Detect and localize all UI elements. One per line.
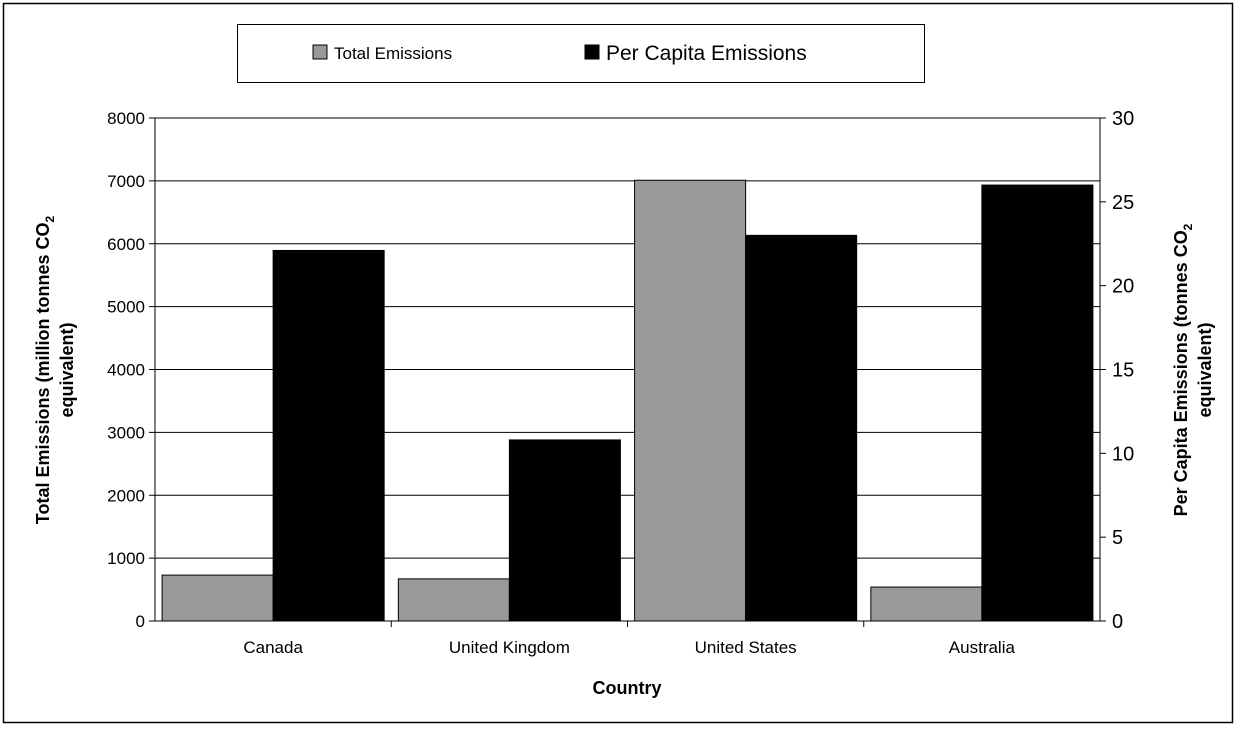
- left-tick-label: 3000: [107, 423, 145, 442]
- right-tick-label: 15: [1112, 360, 1134, 382]
- left-tick-label: 1000: [107, 549, 145, 568]
- bar-total-emissions: [161, 574, 274, 622]
- left-tick-label: 2000: [107, 486, 145, 505]
- left-tick-label: 6000: [107, 235, 145, 254]
- left-axis-title-line2: equivalent): [57, 322, 77, 417]
- legend-box: [237, 24, 925, 83]
- left-tick-label: 0: [136, 612, 145, 631]
- right-axis-ticks: 0 5 10 15 20 25 30: [1100, 108, 1134, 633]
- legend-label-per-capita: Per Capita Emissions: [606, 42, 807, 65]
- svg-text:Total Emissions (million tonne: Total Emissions (million tonnes CO2: [33, 215, 57, 524]
- left-tick-label: 5000: [107, 298, 145, 317]
- bar-per-capita-emissions: [272, 249, 385, 622]
- right-tick-label: 25: [1112, 192, 1134, 214]
- x-category-label: Australia: [949, 638, 1016, 657]
- x-category-label: Canada: [243, 638, 303, 657]
- svg-text:Per Capita Emissions (tonnes C: Per Capita Emissions (tonnes CO2: [1171, 223, 1195, 516]
- right-axis-title: Per Capita Emissions (tonnes CO2 equival…: [1171, 223, 1215, 516]
- left-tick-label: 8000: [107, 109, 145, 128]
- right-axis-title-sub: 2: [1181, 223, 1195, 230]
- legend: Total Emissions Per Capita Emissions: [237, 24, 925, 83]
- left-axis-ticks: 0 1000 2000 3000 4000 5000 6000 7000 8000: [107, 109, 155, 631]
- bar-total-emissions: [634, 179, 747, 622]
- legend-swatch-total: [312, 44, 328, 60]
- bar-per-capita-emissions: [981, 184, 1094, 622]
- right-tick-label: 0: [1112, 611, 1123, 633]
- right-tick-label: 5: [1112, 527, 1123, 549]
- x-category-label: United States: [695, 638, 797, 657]
- right-axis-title-line1: Per Capita Emissions (tonnes CO: [1171, 230, 1191, 516]
- left-axis-title: Total Emissions (million tonnes CO2 equi…: [33, 215, 77, 524]
- legend-swatch-per-capita: [584, 44, 600, 60]
- left-tick-label: 4000: [107, 361, 145, 380]
- x-axis-ticks: Canada United Kingdom United States Austral…: [243, 621, 1015, 657]
- bars: [161, 179, 1094, 622]
- right-tick-label: 30: [1112, 108, 1134, 130]
- right-tick-label: 10: [1112, 443, 1134, 465]
- left-axis-title-sub: 2: [43, 215, 57, 222]
- legend-label-total: Total Emissions: [334, 44, 452, 63]
- x-axis-title: Country: [593, 678, 662, 698]
- left-axis-title-line1: Total Emissions (million tonnes CO: [33, 222, 53, 524]
- right-tick-label: 20: [1112, 276, 1134, 298]
- x-category-label: United Kingdom: [449, 638, 570, 657]
- left-tick-label: 7000: [107, 172, 145, 191]
- right-axis-title-line2: equivalent): [1195, 322, 1215, 417]
- bar-total-emissions: [397, 578, 510, 622]
- bar-per-capita-emissions: [745, 234, 858, 622]
- bar-per-capita-emissions: [508, 439, 621, 622]
- bar-total-emissions: [870, 586, 983, 622]
